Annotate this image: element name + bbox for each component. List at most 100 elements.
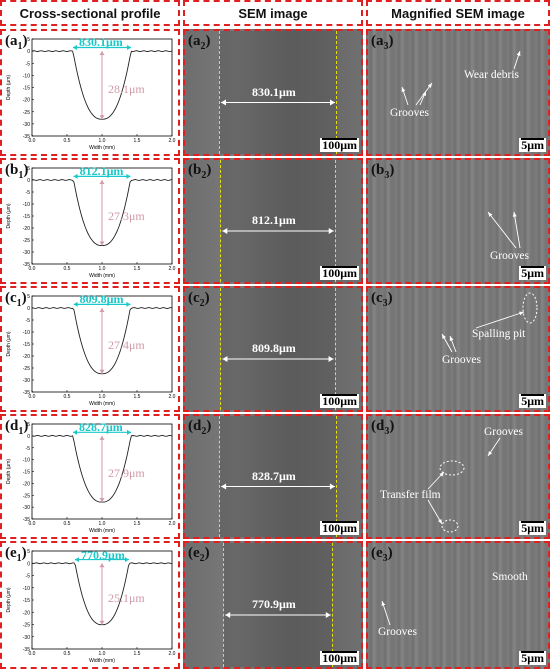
panel-letter: c: [10, 290, 17, 306]
y-tick-label: -5: [26, 190, 31, 196]
y-tick-label: 0: [27, 434, 30, 440]
y-tick-label: -10: [23, 330, 30, 336]
panel-letter: b: [10, 162, 19, 178]
annotation-arrowhead: [519, 311, 524, 316]
panel-subscript: 3: [382, 553, 388, 564]
panel-subscript: 2: [199, 553, 205, 564]
y-tick-label: -10: [23, 73, 30, 79]
x-tick-label: 0.5: [64, 521, 71, 527]
annotation-arrows: [381, 600, 391, 626]
scale-bar: 100μm: [320, 521, 359, 535]
y-axis-label: Depth (μm): [6, 459, 12, 484]
scale-bar-line: [322, 266, 357, 268]
panel-letter: a: [10, 33, 18, 49]
annotation-arrowhead: [449, 336, 454, 341]
panel-letter: c: [193, 290, 200, 306]
scale-bar: 100μm: [320, 138, 359, 152]
scale-bar: 5μm: [519, 138, 546, 152]
scale-bar-label: 100μm: [322, 138, 357, 152]
annotation-arrowhead: [488, 212, 493, 217]
annotation-arrowhead: [488, 451, 493, 456]
sem-panel-a: (a2) 830.1μm 100μm: [183, 29, 363, 156]
scale-bar-label: 5μm: [521, 394, 544, 408]
y-tick-label: -15: [23, 86, 30, 92]
annotation-label: Grooves: [484, 426, 523, 438]
scale-bar: 100μm: [320, 394, 359, 408]
annotation-arrows: [401, 50, 521, 106]
x-tick-label: 0.0: [29, 138, 36, 144]
x-tick-label: 1.0: [99, 394, 106, 400]
scale-bar: 5μm: [519, 266, 546, 280]
x-tick-label: 1.5: [134, 394, 141, 400]
y-tick-label: -20: [23, 226, 30, 232]
panel-subscript: 2: [199, 298, 205, 309]
panel-label: (c3): [371, 290, 393, 309]
y-tick-label: 5: [27, 422, 30, 428]
scale-bar-label: 100μm: [322, 266, 357, 280]
y-tick-label: -20: [23, 610, 30, 616]
panel-subscript: 2: [201, 170, 207, 181]
wear-track: [220, 160, 336, 282]
depth-profile-line: [31, 50, 173, 120]
scale-bar-label: 100μm: [322, 394, 357, 408]
x-tick-label: 1.0: [99, 138, 106, 144]
scale-bar-label: 100μm: [322, 651, 357, 665]
y-tick-label: 5: [27, 37, 30, 43]
panel-letter: e: [193, 545, 200, 561]
y-tick-label: -5: [26, 574, 31, 580]
y-tick-label: -35: [23, 262, 30, 268]
panel-subscript: 2: [200, 41, 206, 52]
panel-letter: e: [376, 545, 383, 561]
width-value: 809.8μm: [79, 292, 124, 307]
x-axis-label: Width (mm): [89, 145, 115, 151]
depth-profile-line: [31, 307, 173, 375]
annotation-arrow: [475, 311, 525, 329]
y-tick-label: -15: [23, 598, 30, 604]
y-tick-label: -20: [23, 481, 30, 487]
x-tick-label: 1.5: [134, 651, 141, 657]
profile-panel-d: (d1) 5 0 -5 -10 -15 -20 -25 -30 -35 0.0 0.5 1.0 1.5 2.…: [0, 414, 180, 539]
profile-panel-c: (c1) 5 0 -5 -10 -15 -20 -25 -30 -35 0.0 0.5 1.0 1.5 2.…: [0, 286, 180, 412]
profile-plot: 5 0 -5 -10 -15 -20 -25 -30 -350.0 0.5 1.0 1.5 2.0 Dep…: [6, 422, 176, 534]
y-tick-label: -10: [23, 458, 30, 464]
profile-plot: 5 0 -5 -10 -15 -20 -25 -30 -350.0 0.5 1.0 1.5 2.0 Dep…: [6, 549, 176, 664]
x-tick-label: 1.5: [134, 266, 141, 272]
profile-plot: 5 0 -5 -10 -15 -20 -25 -30 -350.0 0.5 1.0 1.5 2.0 Dep…: [6, 294, 176, 407]
annotation-arrows: [441, 292, 538, 353]
y-tick-label: -30: [23, 378, 30, 384]
panel-subscript: 3: [383, 41, 389, 52]
y-tick-label: -10: [23, 586, 30, 592]
width-value: 770.9μm: [81, 547, 125, 562]
panel-letter: d: [10, 418, 19, 434]
scale-bar-label: 5μm: [521, 138, 544, 152]
panel-subscript: 1: [18, 170, 24, 181]
transfer-film-marker: [439, 460, 465, 476]
annotation-label: Grooves: [390, 107, 429, 119]
annotation-arrow: [513, 211, 521, 249]
track-width-arrow: [222, 228, 334, 234]
scale-bar-line: [521, 521, 544, 523]
annotation-arrowhead: [401, 87, 406, 92]
y-tick-label: -25: [23, 366, 30, 372]
panel-label: (e1): [5, 545, 27, 564]
annotation-label: Grooves: [490, 250, 529, 262]
y-axis-label: Depth (μm): [6, 203, 12, 228]
annotation-arrowhead: [427, 83, 432, 88]
sem-width-value: 770.9μm: [252, 597, 296, 611]
scale-bar: 5μm: [519, 651, 546, 665]
y-tick-label: -35: [23, 390, 30, 396]
track-width-arrow: [221, 99, 335, 106]
profile-plot: 5 0 -5 -10 -15 -20 -25 -30 -350.0 0.5 1.0 1.5 2.0 Dep…: [6, 37, 176, 151]
sem-panel-c: (c2) 809.8μm 100μm: [183, 286, 363, 412]
scale-bar: 5μm: [519, 394, 546, 408]
y-axis-label: Depth (μm): [6, 75, 12, 100]
y-tick-label: -15: [23, 214, 30, 220]
y-tick-label: -30: [23, 250, 30, 256]
y-tick-label: -15: [23, 342, 30, 348]
annotation-arrows: [487, 211, 521, 249]
depth-value: 27.3μm: [108, 209, 145, 224]
x-tick-label: 0.0: [29, 266, 36, 272]
y-tick-label: -10: [23, 202, 30, 208]
annotation-arrowhead: [381, 601, 386, 606]
panel-label: (e2): [188, 545, 210, 564]
